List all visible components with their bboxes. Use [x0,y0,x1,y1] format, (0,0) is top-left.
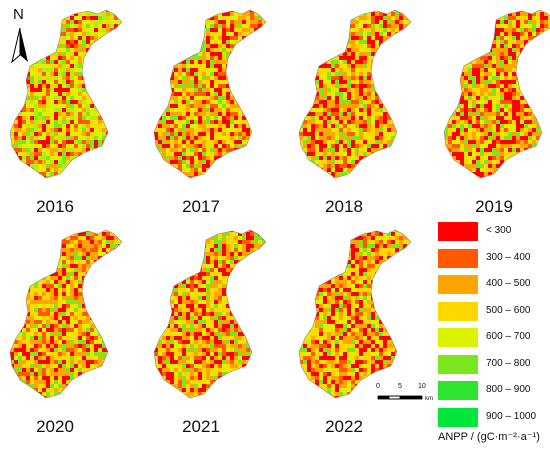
legend-label: 800 – 900 [486,384,531,395]
year-label-2022: 2022 [325,417,363,436]
anpp-map-2021 [153,229,267,399]
legend-item: 600 – 700 [438,324,550,351]
legend-label: 600 – 700 [486,331,531,342]
legend-label: 700 – 800 [486,357,531,369]
legend-title: ANPP / (gC·m⁻²·a⁻¹) [438,431,540,443]
legend-label: 900 – 1000 [486,410,537,422]
legend-swatch [438,381,478,400]
legend-swatch [438,354,478,374]
legend-item: 800 – 900 [438,377,550,404]
legend-swatch [438,328,478,347]
legend-item: 900 – 1000 [438,404,550,431]
legend: < 300 300 – 400 400 – 500 500 – 600 600 … [438,218,550,430]
north-arrow: N [8,6,32,66]
anpp-map-2022 [298,229,412,399]
legend-label: 300 – 400 [486,251,531,263]
legend-swatch [438,275,478,294]
anpp-map-2016 [9,9,123,179]
legend-swatch [438,407,478,427]
legend-item: 400 – 500 [438,271,550,298]
scale-bar-graphic [377,395,423,400]
year-label-2018: 2018 [325,197,363,216]
year-label-2017: 2017 [182,197,220,216]
year-label-2019: 2019 [475,197,513,216]
year-label-2021: 2021 [182,417,220,436]
year-label-2016: 2016 [36,197,74,216]
legend-item: 300 – 400 [438,245,550,272]
legend-label: < 300 [486,225,512,236]
legend-swatch [438,301,478,321]
scale-bar: 0 5 10 km [376,383,436,409]
scale-tick-label: 5 [398,383,402,390]
scale-unit-label: km [425,396,433,402]
legend-swatch [438,222,478,241]
north-arrow-icon [11,27,28,64]
year-label-2020: 2020 [36,417,74,436]
scale-tick-label: 0 [376,383,380,390]
anpp-map-2020 [9,229,123,399]
anpp-map-2018 [298,9,412,179]
legend-label: 500 – 600 [486,304,531,316]
legend-label: 400 – 500 [486,278,531,289]
north-letter: N [13,6,24,23]
scale-tick-label: 10 [418,383,426,390]
anpp-map-2017 [153,9,267,179]
legend-swatch [438,248,478,268]
legend-item: 500 – 600 [438,298,550,325]
anpp-map-2019 [443,9,550,179]
legend-item: < 300 [438,218,550,245]
legend-item: 700 – 800 [438,351,550,378]
